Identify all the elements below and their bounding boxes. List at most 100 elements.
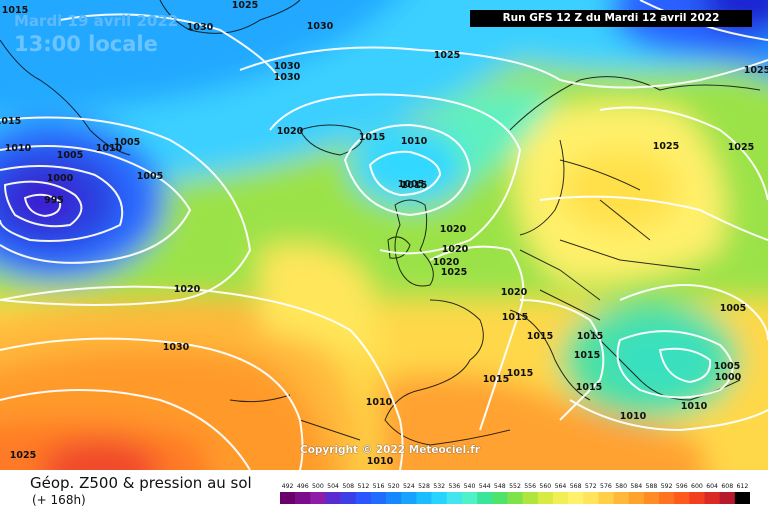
isobar-label: 1025 [10, 450, 36, 461]
isobar-label: 1030 [163, 342, 190, 353]
isobar-label: 1030 [187, 22, 214, 33]
scale-label: 544 [479, 483, 491, 490]
isobar-label: 1015 [577, 331, 603, 342]
color-scale: 492 496 500 504 508 512 516 520 524 528 532 536 540 5… [280, 483, 750, 504]
scale-swatch [340, 492, 357, 504]
scale-swatch [507, 492, 523, 504]
isobar-labels: 1015103010251030103010301025102510151020… [0, 0, 768, 467]
scale-label: 592 [661, 483, 673, 490]
isobar-label: 1020 [501, 287, 528, 298]
scale-label: 548 [494, 483, 506, 490]
isobar-label: 1005 [398, 179, 424, 190]
lead-time: (+ 168h) [32, 493, 86, 507]
scale-swatch [295, 492, 311, 504]
isobar-label: 1000 [715, 372, 742, 383]
scale-label: 568 [570, 483, 582, 490]
geopotential-field [0, 0, 768, 470]
isobar-label: 1025 [728, 142, 754, 153]
scale-label: 516 [373, 483, 385, 490]
scale-label: 532 [433, 483, 445, 490]
scale-swatch [416, 492, 432, 504]
scale-label: 560 [539, 483, 551, 490]
isobar-label: 1000 [47, 173, 74, 184]
scale-swatch [659, 492, 675, 504]
isobar-label: 1015 [2, 5, 28, 16]
scale-swatch [704, 492, 720, 504]
isobar-label: 1015 [359, 132, 385, 143]
scale-label: 576 [600, 483, 612, 490]
isobar-label: 1005 [57, 150, 83, 161]
scale-label: 500 [312, 483, 324, 490]
run-info: Run GFS 12 Z du Mardi 12 avril 2022 [470, 10, 752, 27]
scale-swatch [719, 492, 736, 504]
isobar-label: 1030 [307, 21, 334, 32]
product-title: Géop. Z500 & pression au sol [30, 474, 252, 492]
scale-swatch [689, 492, 705, 504]
isobar-label: 1015 [574, 350, 600, 361]
legend-footer: Géop. Z500 & pression au sol (+ 168h) 49… [0, 470, 768, 512]
scale-label: 580 [615, 483, 627, 490]
isobar-label: 1020 [174, 284, 201, 295]
forecast-date: Mardi 19 avril 2022 [14, 12, 179, 30]
scale-swatch [477, 492, 493, 504]
scale-label: 536 [448, 483, 460, 490]
scale-swatch [674, 492, 690, 504]
isobar-label: 1020 [277, 126, 304, 137]
scale-label: 496 [297, 483, 309, 490]
isobar-label: 1020 [442, 244, 469, 255]
scale-label: 508 [342, 483, 354, 490]
isobar-label: 1025 [744, 65, 768, 76]
scale-label: 528 [418, 483, 430, 490]
scale-swatch [355, 492, 372, 504]
scale-swatch [537, 492, 554, 504]
scale-label: 504 [327, 483, 339, 490]
scale-label: 512 [357, 483, 369, 490]
isobar-label: 1005 [714, 361, 740, 372]
isobar-label: 1025 [434, 50, 460, 61]
scale-label: 524 [403, 483, 415, 490]
isobar-label: 1005 [114, 137, 140, 148]
isobar-label: 1015 [507, 368, 533, 379]
scale-swatch [370, 492, 387, 504]
scale-swatch [552, 492, 569, 504]
scale-label: 492 [282, 483, 294, 490]
scale-label: 520 [388, 483, 400, 490]
isobar-label: 1010 [96, 143, 123, 154]
forecast-time: 13:00 locale [14, 32, 158, 56]
scale-swatch [492, 492, 508, 504]
isobar-label: 1025 [441, 267, 467, 278]
scale-swatch [628, 492, 645, 504]
scale-label: 612 [737, 483, 749, 490]
scale-label: 552 [509, 483, 521, 490]
isobar-label: 1030 [274, 61, 301, 72]
scale-label: 572 [585, 483, 597, 490]
isobar-label: 995 [44, 195, 64, 206]
isobar-label: 1015 [527, 331, 553, 342]
scale-label: 584 [630, 483, 642, 490]
scale-label: 608 [721, 483, 733, 490]
isobar-label: 1015 [502, 312, 528, 323]
copyright: Copyright © 2022 Meteociel.fr [300, 444, 480, 456]
isobar-label: 1015 [0, 116, 21, 127]
isobar-label: 1010 [620, 411, 647, 422]
scale-swatch [643, 492, 660, 504]
isobar-label: 1010 [401, 136, 428, 147]
scale-label: 588 [646, 483, 658, 490]
scale-swatch [446, 492, 463, 504]
isobar-label: 1030 [274, 72, 301, 83]
scale-label: 540 [464, 483, 476, 490]
scale-swatch [522, 492, 539, 504]
scale-swatch [280, 492, 296, 504]
scale-label: 604 [706, 483, 718, 490]
scale-label: 556 [524, 483, 536, 490]
scale-swatch [325, 492, 341, 504]
isobar-label: 1025 [232, 0, 258, 11]
scale-swatch [734, 492, 750, 504]
scale-label: 600 [691, 483, 703, 490]
isobar-label: 1025 [653, 141, 679, 152]
isobar-label: 1010 [367, 456, 394, 467]
isobar-label: 1005 [720, 303, 746, 314]
scale-swatch [310, 492, 326, 504]
scale-swatch [431, 492, 448, 504]
isobar-label: 1015 [576, 382, 602, 393]
